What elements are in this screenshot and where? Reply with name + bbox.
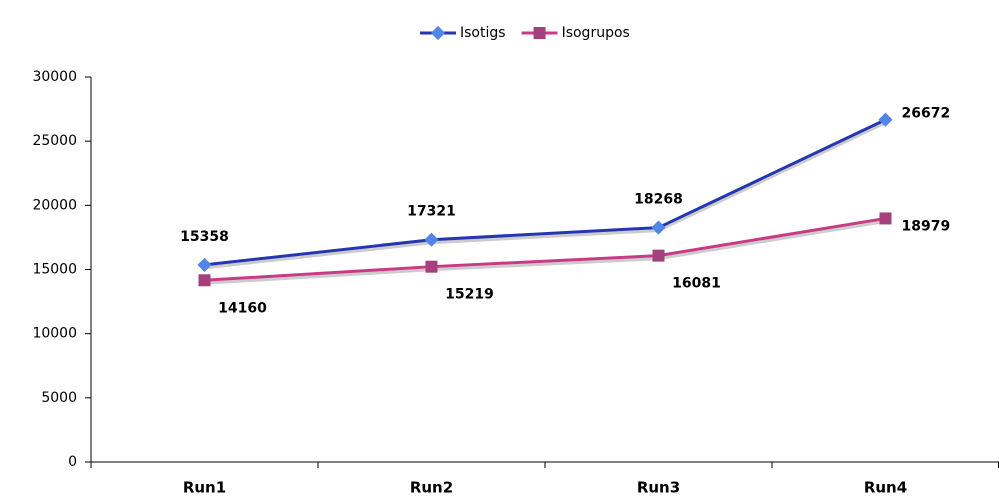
y-tick-label: 25000 [32,133,77,149]
data-label: 16081 [672,276,721,292]
y-tick-label: 10000 [32,326,77,342]
marker [879,212,892,225]
marker [425,260,438,273]
marker [198,274,211,287]
data-label: 17321 [407,204,456,220]
data-label: 26672 [902,106,951,122]
x-tick-label: Run4 [864,479,907,497]
series-shadow [204,219,886,285]
legend: Isotigs Isogrupos [420,25,630,41]
y-tick-label: 0 [68,454,77,470]
data-label: 18268 [634,192,683,208]
legend-marker [533,27,546,39]
x-tick-label: Run2 [410,479,453,497]
marker [878,112,893,127]
y-tick-label: 5000 [41,390,77,406]
data-label: 14160 [218,300,267,316]
data-label: 18979 [902,218,951,234]
data-label: 15358 [180,229,229,245]
series-line [204,216,886,282]
legend-label: Isotigs [460,25,506,41]
legend-marker [430,25,446,41]
y-tick-label: 30000 [32,69,77,85]
y-tick-label: 15000 [32,262,77,278]
series-shadow [204,121,887,270]
x-tick-label: Run3 [637,479,680,497]
marker [197,257,212,272]
legend-label: Isogrupos [562,25,630,41]
marker [651,220,666,235]
x-tick-label: Run1 [183,479,226,497]
series-line [204,118,887,267]
data-label: 15219 [445,287,494,303]
marker [652,249,665,262]
y-tick-label: 20000 [32,197,77,213]
marker [424,232,439,247]
